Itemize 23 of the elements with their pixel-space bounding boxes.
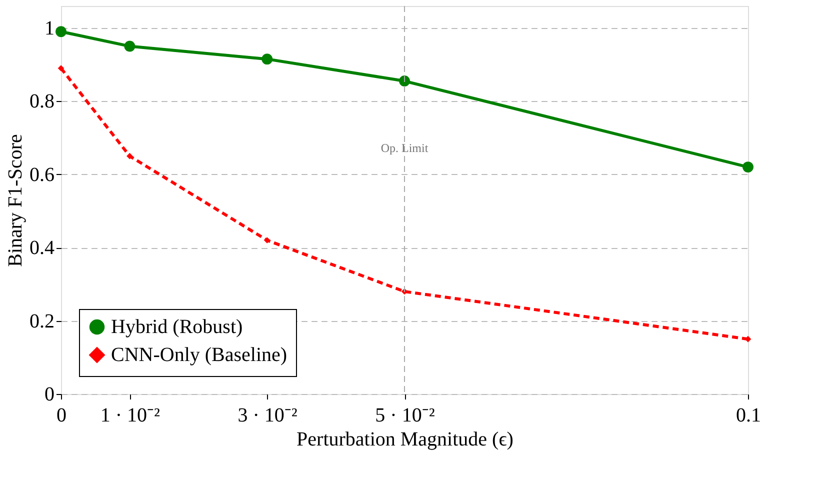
point [744,336,752,342]
x-tick-label: 0.1 [736,404,761,426]
point [742,162,754,173]
point [124,40,136,52]
point [58,65,64,72]
y-tick-label: 0.6 [30,164,54,186]
y-tick-label: 0.2 [30,310,54,332]
point [399,76,410,87]
point [126,152,133,160]
y-tick-label: 0.4 [30,237,54,260]
x-tick-label: 3 · 10⁻² [238,404,298,426]
point [264,237,270,244]
x-axis-title: Perturbation Magnitude (ϵ) [296,428,514,450]
y-axis-title: Binary F1-Score [4,134,26,267]
y-tick-label: 1 [44,17,54,40]
point [56,26,66,38]
x-tick-label: 1 · 10⁻² [100,404,160,426]
y-tick-label: 0.8 [30,90,54,113]
y-tick-label: 0 [44,384,54,406]
legend-label: Hybrid (Robust) [111,316,243,338]
point [262,54,273,65]
x-tick-label: 5 · 10⁻² [375,404,435,426]
legend-label: CNN-Only (Baseline) [111,344,288,366]
